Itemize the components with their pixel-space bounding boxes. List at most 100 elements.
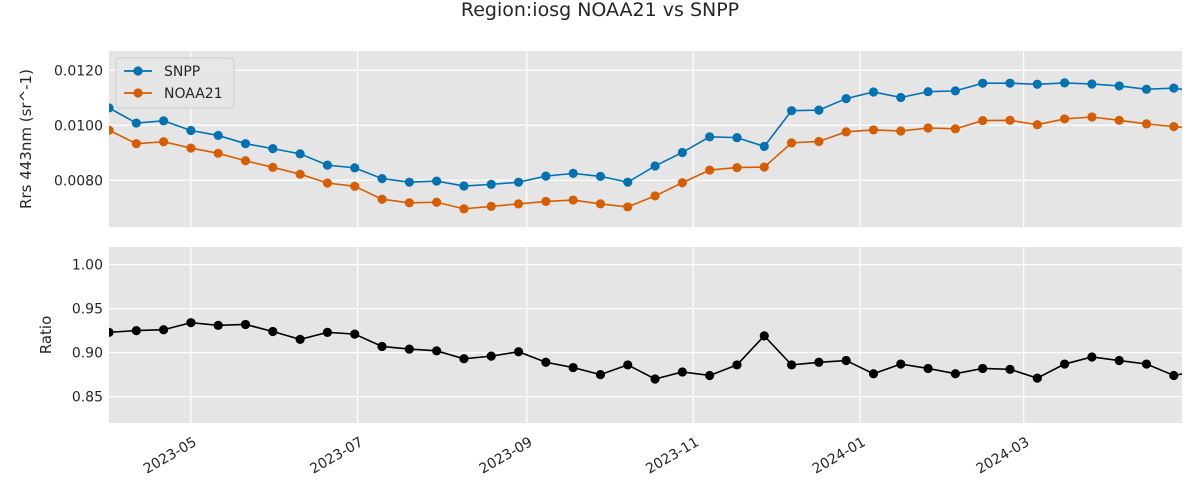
data-point: [513, 199, 524, 209]
data-point: [0, 118, 5, 127]
legend-label: NOAA21: [164, 86, 223, 102]
data-point: [1169, 83, 1179, 93]
data-point: [732, 163, 742, 173]
data-point: [595, 370, 606, 380]
data-point: [0, 110, 5, 119]
data-point: [732, 133, 742, 143]
data-point: [786, 106, 797, 116]
data-point: [814, 357, 824, 367]
data-point: [1141, 359, 1152, 369]
data-point: [623, 177, 633, 187]
y-tick-label: 0.95: [72, 302, 103, 318]
data-point: [541, 196, 551, 207]
data-point: [923, 123, 933, 133]
data-point: [240, 139, 251, 149]
data-point: [186, 143, 196, 153]
data-point: [786, 360, 797, 370]
data-point: [786, 138, 797, 148]
data-point: [0, 108, 5, 117]
data-point: [978, 363, 988, 374]
data-point: [322, 178, 333, 188]
data-point: [159, 116, 169, 126]
data-point: [923, 87, 933, 97]
data-point: [1169, 122, 1179, 132]
data-point: [978, 115, 988, 126]
data-point: [541, 357, 551, 367]
data-point: [1114, 355, 1124, 366]
series-line: [109, 321, 1182, 380]
ratio-panel: 0.85 0.90 0.95 1.00 Ratio: [0, 247, 1182, 423]
data-point: [759, 141, 769, 152]
data-point: [404, 177, 414, 187]
data-point: [1169, 370, 1179, 381]
data-point: [1005, 364, 1015, 374]
data-point: [759, 162, 769, 172]
y-axis-label: Ratio: [37, 316, 55, 355]
data-point: [1141, 119, 1152, 129]
legend-marker: [133, 88, 143, 98]
data-point: [404, 198, 414, 208]
data-point: [0, 289, 5, 298]
data-point: [541, 171, 551, 181]
data-point: [513, 177, 524, 187]
data-point: [350, 163, 360, 173]
data-point: [0, 94, 5, 103]
data-point: [322, 160, 333, 170]
data-point: [459, 354, 469, 364]
data-point: [486, 179, 496, 189]
legend: SNPP NOAA21: [115, 57, 235, 109]
data-point: [213, 320, 223, 330]
legend-marker: [133, 66, 143, 76]
data-point: [896, 359, 906, 369]
data-point: [868, 87, 879, 97]
data-point: [568, 362, 578, 373]
data-point: [1197, 124, 1200, 133]
top-panel: 0.0080 0.0100 0.0120 Rrs 443nm (sr^-1): [0, 51, 1200, 227]
data-point: [186, 125, 196, 136]
data-point: [650, 161, 660, 171]
y-tick-label: 0.85: [72, 390, 103, 406]
data-point: [677, 147, 687, 158]
data-point: [732, 360, 742, 370]
data-point: [0, 106, 5, 115]
data-point: [759, 331, 769, 341]
data-point: [109, 103, 114, 113]
data-point: [1032, 79, 1042, 89]
data-point: [650, 374, 660, 384]
data-point: [186, 318, 196, 328]
data-point: [377, 194, 387, 204]
data-point: [0, 126, 5, 135]
data-point: [459, 181, 469, 191]
data-point: [1059, 359, 1070, 369]
data-point: [950, 369, 960, 379]
data-point: [0, 292, 5, 301]
data-point: [322, 327, 333, 337]
data-point: [814, 105, 824, 115]
data-point: [896, 126, 906, 136]
data-point: [0, 298, 5, 307]
data-point: [350, 329, 360, 339]
plot-background: [109, 51, 1182, 227]
data-point: [295, 334, 305, 344]
legend-label: SNPP: [164, 64, 200, 80]
data-point: [1032, 373, 1042, 383]
data-point: [814, 136, 824, 147]
data-point: [213, 130, 223, 141]
data-point: [131, 118, 141, 128]
legend-item-snpp: SNPP: [124, 64, 200, 80]
data-point: [841, 93, 851, 104]
y-tick-label: 0.90: [72, 346, 103, 362]
data-point: [1087, 352, 1097, 362]
data-point: [677, 367, 687, 377]
data-point: [841, 127, 851, 137]
data-point: [978, 78, 988, 88]
data-point: [432, 176, 442, 186]
data-point: [1032, 120, 1042, 130]
data-point: [705, 370, 715, 381]
data-point: [350, 181, 360, 191]
data-point: [595, 199, 606, 209]
data-point: [432, 346, 442, 356]
data-point: [868, 369, 879, 379]
data-point: [0, 287, 5, 296]
data-point: [950, 86, 960, 96]
